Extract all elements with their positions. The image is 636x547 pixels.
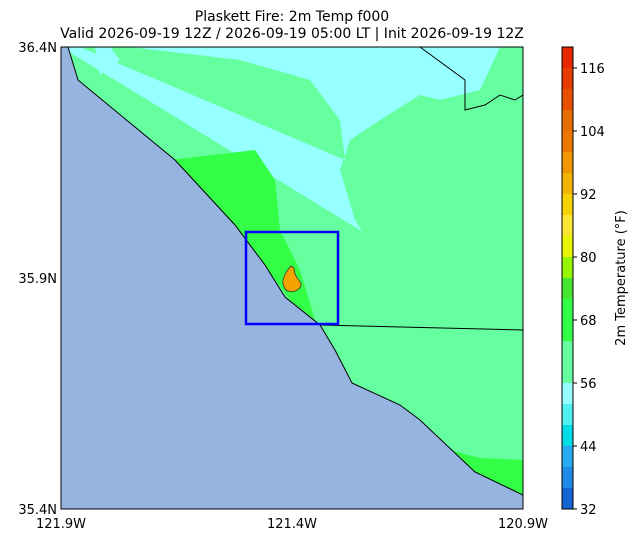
colorbar-tick-label: 44 [580,440,597,455]
county-line [319,324,523,331]
ocean [61,47,523,509]
colorbar-band [562,257,573,278]
cool-zone [95,47,120,75]
colorbar-band [562,152,573,173]
colorbar-band [562,320,573,341]
colorbar-frame [561,46,574,510]
colorbar-band [562,131,573,152]
map-frame [60,46,524,510]
colorbar-band [562,89,573,110]
lon-label: 120.9W [498,517,548,532]
map-area [61,47,523,509]
lat-label: 35.9N [18,272,57,287]
colorbar-tick-label: 116 [580,62,605,77]
colorbar-band [562,278,573,299]
colorbar-band [562,362,573,383]
lat-label: 35.4N [18,503,57,518]
colorbar-band [562,47,573,68]
colorbar-band [562,173,573,194]
colorbar-tick-label: 32 [580,503,597,518]
colorbar-tick-label: 104 [580,125,605,140]
colorbar-band [562,404,573,425]
mild-zone [442,214,490,278]
colorbar-band [562,467,573,488]
colorbar-band [562,299,573,320]
colorbar-band [562,110,573,131]
colorbar-tick-label: 92 [580,188,597,203]
fire-icon [282,265,302,292]
county-line [419,47,523,111]
colorbar-tick-label: 80 [580,251,597,266]
colorbar-band [562,194,573,215]
colorbar-band [562,446,573,467]
colorbar-band [562,425,573,446]
fire-box [244,230,340,326]
colorbar-band [562,488,573,509]
title: Plaskett Fire: 2m Temp f000 [195,9,389,25]
colorbar-label: 2m Temperature (°F) [614,210,629,346]
colorbar-band [562,68,573,89]
colorbar-band [562,383,573,404]
colorbar-tick-label: 68 [580,314,597,329]
colorbar-tick-label: 56 [580,377,597,392]
colorbar-band [562,236,573,257]
subtitle: Valid 2026-09-19 12Z / 2026-09-19 05:00 … [60,26,524,42]
colorbar-band [562,215,573,236]
lon-label: 121.4W [267,517,317,532]
lat-label: 36.4N [18,41,57,56]
lon-label: 121.9W [36,517,86,532]
colorbar-band [562,341,573,362]
